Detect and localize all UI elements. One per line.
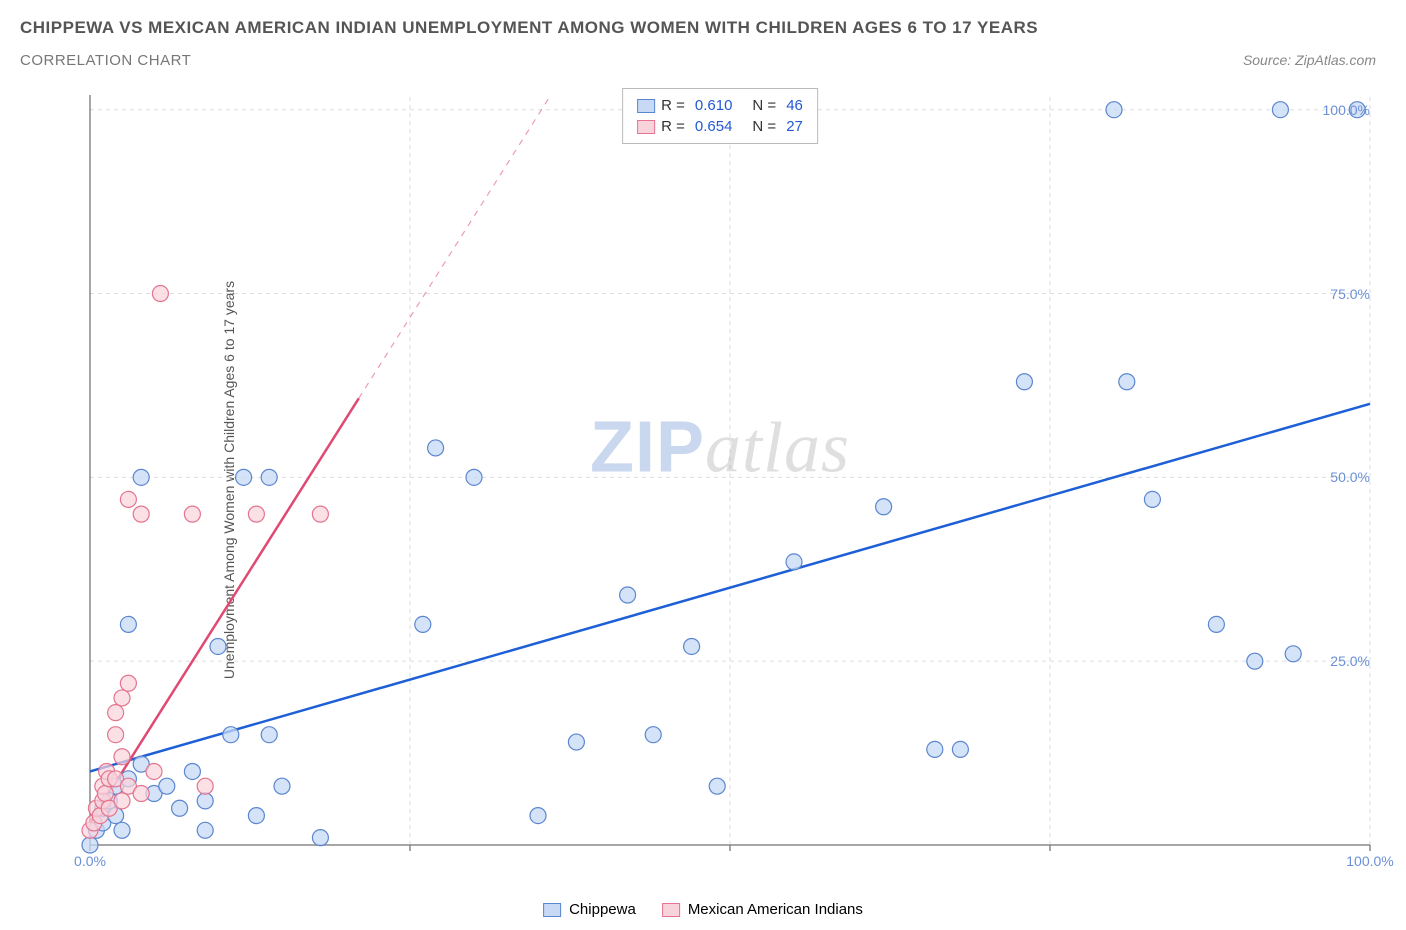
series-legend: Chippewa Mexican American Indians	[543, 901, 863, 918]
legend-r-label: R =	[661, 118, 685, 135]
legend-swatch	[543, 903, 561, 917]
y-tick-label: 75.0%	[1330, 286, 1370, 302]
legend-label: Chippewa	[569, 901, 636, 918]
chart-subtitle: CORRELATION CHART	[20, 52, 191, 69]
legend-item: Chippewa	[543, 901, 636, 918]
legend-row: R = 0.610 N = 46	[637, 95, 803, 116]
chart-title: CHIPPEWA VS MEXICAN AMERICAN INDIAN UNEM…	[20, 18, 1038, 38]
y-tick-label: 50.0%	[1330, 469, 1370, 485]
chart-container: Unemployment Among Women with Children A…	[60, 85, 1380, 875]
y-tick-label: 25.0%	[1330, 653, 1370, 669]
legend-label: Mexican American Indians	[688, 901, 863, 918]
legend-swatch	[662, 903, 680, 917]
scatter-plot	[60, 85, 1380, 875]
legend-row: R = 0.654 N = 27	[637, 116, 803, 137]
legend-r-value: 0.610	[695, 97, 733, 114]
legend-n-label: N =	[752, 118, 776, 135]
x-tick-label: 0.0%	[74, 853, 106, 869]
legend-r-label: R =	[661, 97, 685, 114]
legend-n-value: 27	[786, 118, 803, 135]
correlation-legend: R = 0.610 N = 46 R = 0.654 N = 27	[622, 88, 818, 144]
x-tick-label: 100.0%	[1346, 853, 1393, 869]
legend-swatch	[637, 120, 655, 134]
legend-n-value: 46	[786, 97, 803, 114]
legend-n-label: N =	[752, 97, 776, 114]
source-attribution: Source: ZipAtlas.com	[1243, 52, 1376, 68]
legend-r-value: 0.654	[695, 118, 733, 135]
legend-item: Mexican American Indians	[662, 901, 863, 918]
legend-swatch	[637, 99, 655, 113]
y-tick-label: 100.0%	[1323, 102, 1370, 118]
